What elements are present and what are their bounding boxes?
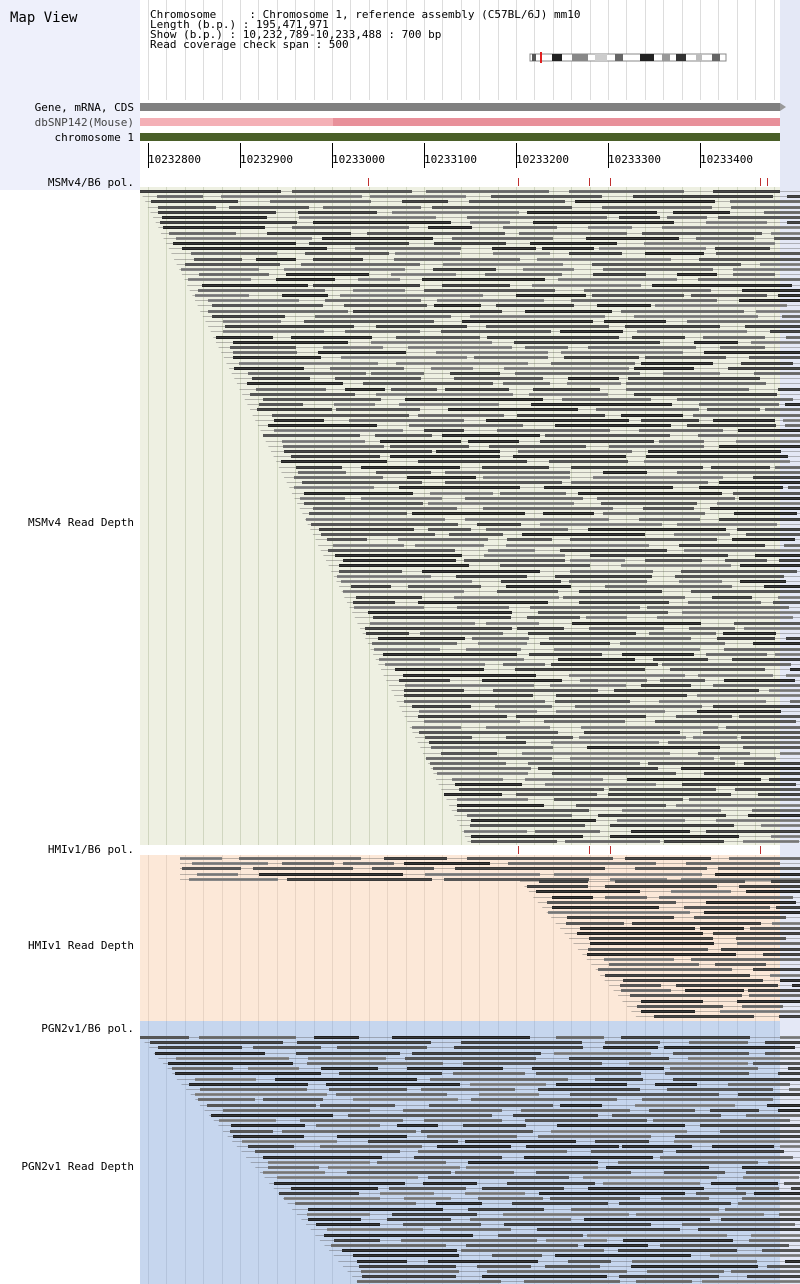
ideogram-band	[640, 54, 654, 61]
track-label-dbsnp[interactable]: dbSNP142(Mouse)	[34, 116, 134, 129]
info-span: Read coverage check span : 500	[150, 38, 349, 51]
track-label-hmi-depth[interactable]: HMIv1 Read Depth	[28, 939, 134, 952]
dbsnp-track-bar-left	[140, 118, 333, 126]
ruler-tick-label: 10233200	[516, 153, 569, 166]
chromosome-track-bar	[140, 133, 780, 141]
track-label-pgn-depth[interactable]: PGN2v1 Read Depth	[21, 1160, 134, 1173]
ruler-tick-label: 10233400	[700, 153, 753, 166]
ideogram-band	[662, 54, 670, 61]
ideogram-band	[696, 54, 702, 61]
gene-track-bar	[140, 103, 780, 111]
left-panel-lower	[0, 190, 140, 1284]
track-label-msm-depth[interactable]: MSMv4 Read Depth	[28, 516, 134, 529]
ideogram-band	[615, 54, 623, 61]
dbsnp-track-bar	[333, 118, 780, 126]
ideogram-band	[532, 54, 536, 61]
ruler-tick-label: 10232800	[148, 153, 201, 166]
ideogram-band	[572, 54, 588, 61]
track-label-gene[interactable]: Gene, mRNA, CDS	[34, 101, 134, 114]
ideogram-band	[676, 54, 686, 61]
info-length: Length (b.p.) : 195,471,971	[150, 18, 329, 31]
track-label-msm-pol[interactable]: MSMv4/B6 pol.	[47, 176, 134, 189]
ideogram-body	[529, 53, 727, 62]
app-title: Map View	[10, 10, 78, 26]
ruler-area	[140, 143, 780, 175]
info-block: Chromosome : Chromosome 1, reference ass…	[150, 8, 581, 51]
info-show: Show (b.p.) : 10,232,789-10,233,488 : 70…	[150, 28, 442, 41]
track-label-chromosome[interactable]: chromosome 1	[54, 131, 134, 144]
hmi-pol-track	[140, 845, 780, 855]
track-label-hmi-pol[interactable]: HMIv1/B6 pol.	[47, 843, 134, 856]
left-panel	[0, 0, 140, 190]
ruler-tick-label: 10233000	[332, 153, 385, 166]
ideogram-band	[595, 54, 607, 61]
ruler-tick-label: 10233100	[424, 153, 477, 166]
track-label-pgn-pol[interactable]: PGN2v1/B6 pol.	[41, 1022, 134, 1035]
info-chromosome: Chromosome : Chromosome 1, reference ass…	[150, 8, 581, 21]
ideogram-position-marker	[540, 52, 542, 63]
ideogram-band	[712, 54, 720, 61]
gene-direction-arrow	[780, 103, 786, 111]
ideogram-band	[552, 54, 562, 61]
ruler-tick-label: 10232900	[240, 153, 293, 166]
msm-pol-track	[140, 176, 780, 186]
ruler-tick-label: 10233300	[608, 153, 661, 166]
